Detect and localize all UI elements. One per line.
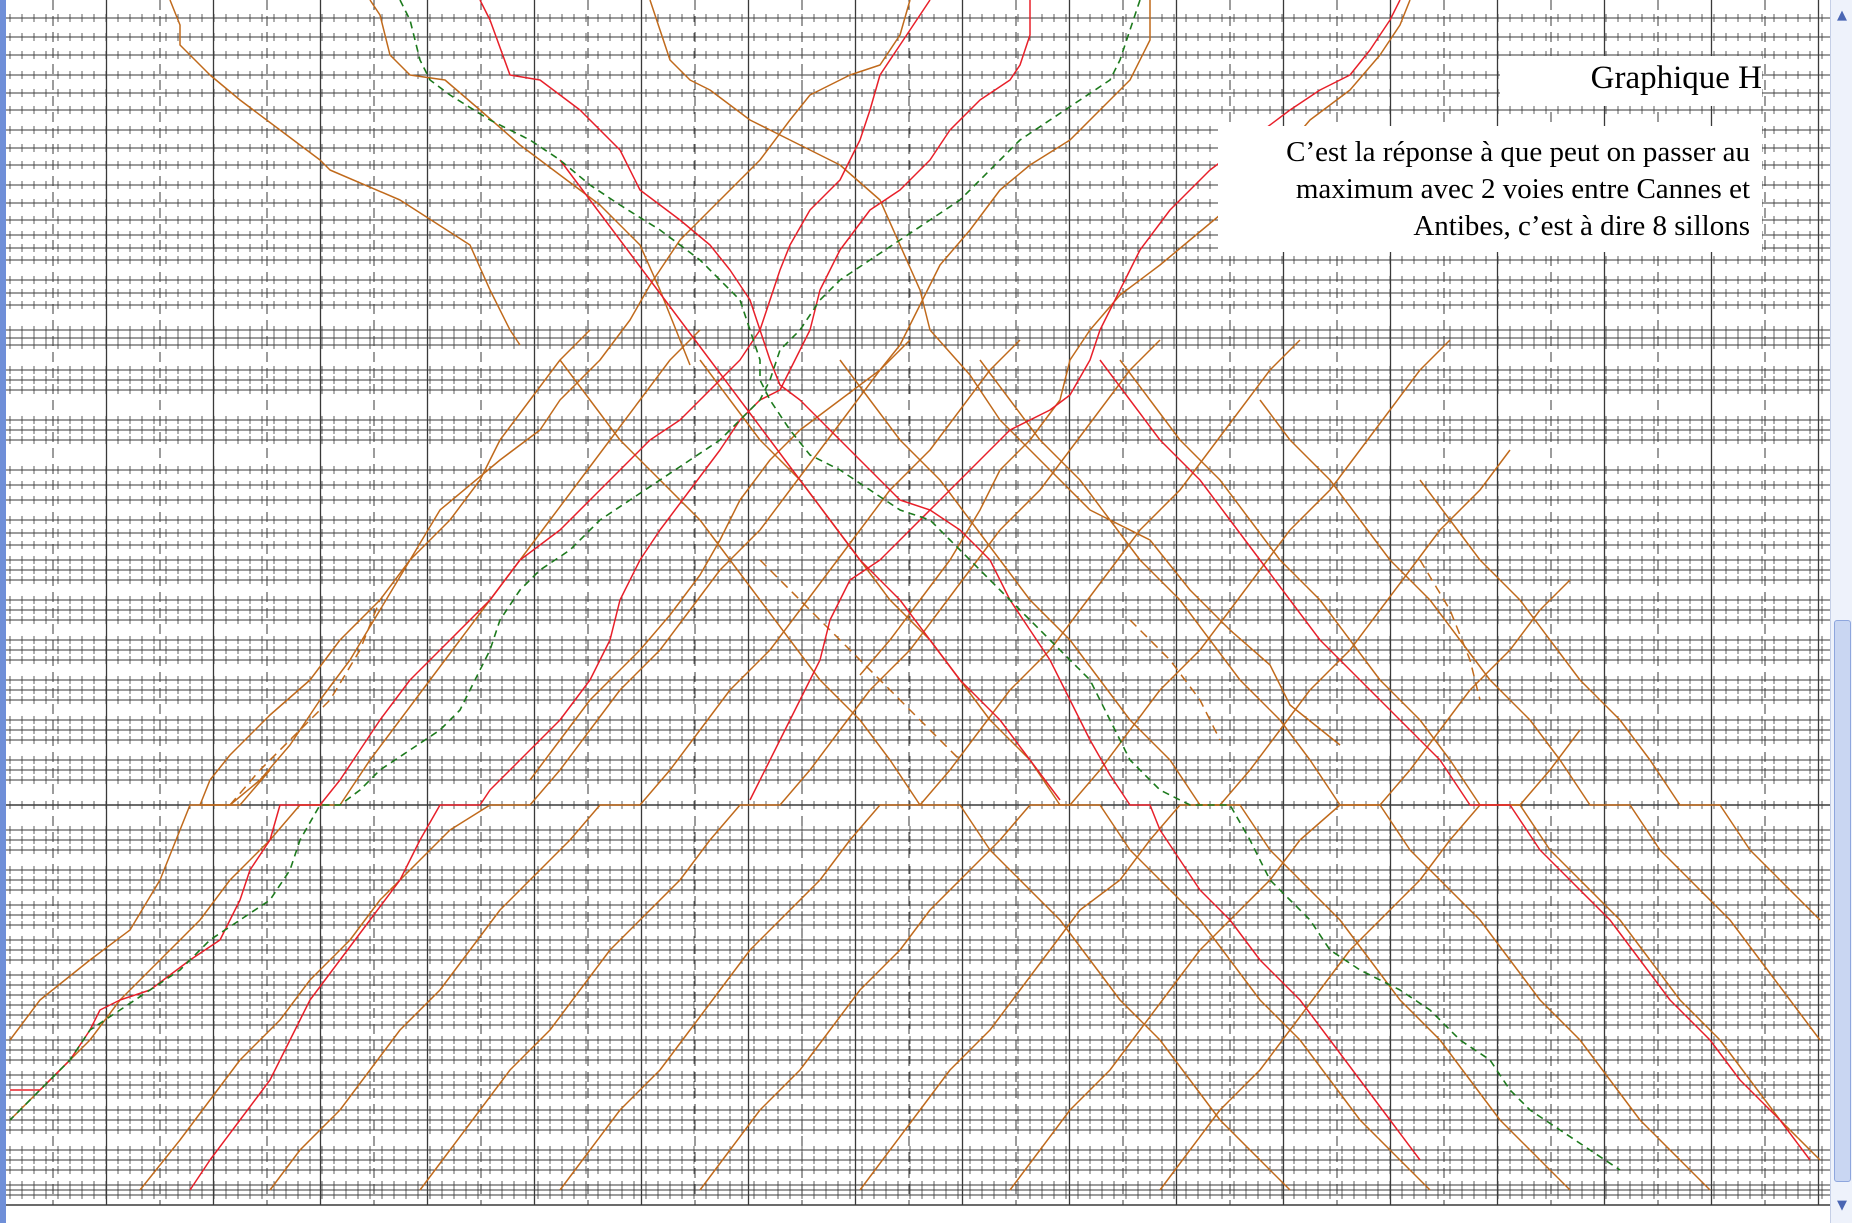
- scroll-down-arrow-icon[interactable]: ▼: [1837, 1197, 1847, 1213]
- train-path-brown-6: [859, 0, 1411, 676]
- annotation-box: C’est la réponse à que peut on passer au…: [1218, 126, 1762, 252]
- train-path-brown-7: [9, 329, 591, 1041]
- train-path-brown-3: [649, 0, 1341, 746]
- train-path-brown-11: [419, 339, 1161, 1191]
- train-path-brown-9: [139, 339, 911, 1191]
- grid-row-ticks: [9, 14, 1823, 1199]
- chart-title: Graphique H: [1590, 60, 1762, 96]
- scroll-up-arrow-icon[interactable]: ▲: [1837, 7, 1847, 23]
- series-group: [9, 0, 1821, 1191]
- chart-annotation: C’est la réponse à que peut on passer au…: [1286, 136, 1750, 242]
- train-path-red-29: [479, 0, 1421, 1161]
- train-path-brown-25: [229, 599, 381, 806]
- train-path-brown-26: [759, 559, 961, 761]
- train-path-brown-21: [1119, 359, 1821, 1161]
- train-path-green-36: [9, 0, 1141, 1121]
- chart-title-box: Graphique H: [1500, 56, 1762, 106]
- train-path-brown-12: [559, 339, 1301, 1191]
- train-path-brown-15: [1009, 579, 1571, 1191]
- train-path-brown-4: [199, 0, 911, 806]
- train-path-red-32: [749, 0, 1401, 801]
- vertical-scrollbar[interactable]: ▲ ▼: [1830, 0, 1852, 1223]
- train-path-brown-23: [1419, 479, 1821, 921]
- train-path-brown-1: [169, 0, 521, 346]
- train-path-brown-24: [200, 769, 271, 806]
- window-left-border: [0, 0, 6, 1223]
- train-path-brown-14: [859, 449, 1511, 1191]
- train-path-green-35: [399, 0, 1621, 1171]
- train-path-brown-2: [369, 0, 691, 366]
- train-path-brown-13: [699, 339, 1451, 1191]
- train-path-brown-22: [1259, 399, 1821, 1041]
- train-path-red-33: [1099, 359, 1811, 1161]
- train-path-brown-10: [269, 339, 1021, 1191]
- train-path-red-30: [189, 0, 1031, 1191]
- train-path-brown-20: [979, 359, 1711, 1191]
- train-path-red-34: [559, 159, 1061, 801]
- train-path-brown-17: [559, 359, 1291, 1191]
- scroll-thumb[interactable]: [1834, 620, 1851, 1182]
- train-path-brown-27: [1129, 619, 1221, 741]
- train-path-red-31: [10, 0, 931, 1091]
- train-path-brown-8: [9, 329, 701, 1121]
